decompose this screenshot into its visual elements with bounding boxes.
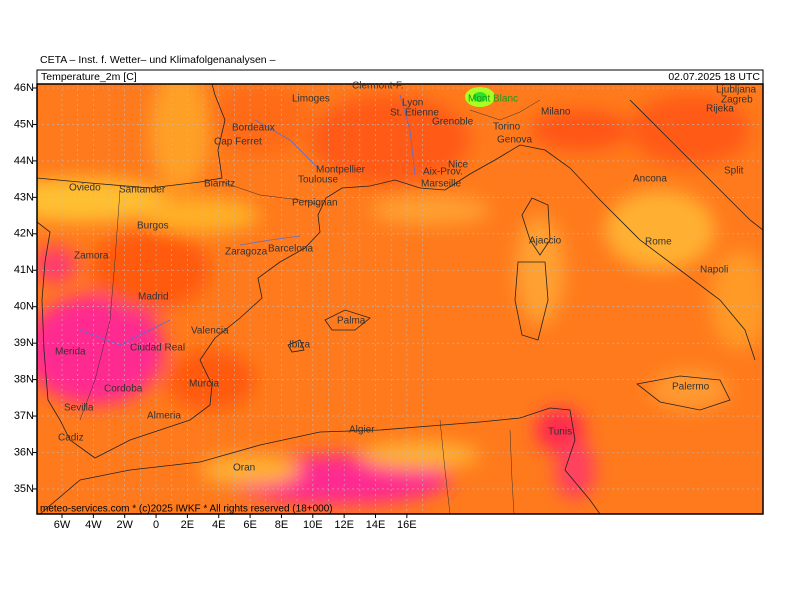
place-label: Milano xyxy=(541,107,571,118)
place-label: Ancona xyxy=(633,174,667,185)
longitude-label: 2E xyxy=(181,519,194,531)
longitude-label: 6W xyxy=(54,519,71,531)
longitude-label: 8E xyxy=(275,519,288,531)
place-label: Napoli xyxy=(700,265,728,276)
place-label: Murcia xyxy=(189,379,219,390)
place-label: Ibiza xyxy=(289,340,311,351)
place-label: Palma xyxy=(337,316,366,327)
place-label: Clermont-F. xyxy=(352,81,404,92)
latitude-label: 35N xyxy=(14,483,34,495)
place-label: Biarritz xyxy=(204,179,235,190)
place-label: Santander xyxy=(119,185,166,196)
latitude-label: 43N xyxy=(14,191,34,203)
latitude-label: 40N xyxy=(14,301,34,313)
place-label: St. Etienne xyxy=(390,108,439,119)
place-label: Rijeka xyxy=(706,104,734,115)
place-label: Zaragoza xyxy=(225,247,268,258)
place-label: Tunis xyxy=(548,427,572,438)
latitude-label: 39N xyxy=(14,337,34,349)
place-label: Grenoble xyxy=(432,117,474,128)
longitude-label: 14E xyxy=(366,519,386,531)
place-label: Limoges xyxy=(292,94,330,105)
place-label: Rome xyxy=(645,237,672,248)
place-label: Burgos xyxy=(137,221,169,232)
place-label: Montpellier xyxy=(316,165,366,176)
place-label: Nice xyxy=(448,160,468,171)
place-label: Palermo xyxy=(672,382,710,393)
place-label: Madrid xyxy=(138,292,169,303)
latitude-label: 46N xyxy=(14,82,34,94)
place-label: Zamora xyxy=(74,251,109,262)
longitude-label: 16E xyxy=(397,519,417,531)
place-label: Toulouse xyxy=(298,175,338,186)
place-label: Perpignan xyxy=(292,198,338,209)
cold-spot-core xyxy=(473,92,487,102)
place-label: Barcelona xyxy=(268,244,313,255)
copyright-footer: meteo-services.com * (c)2025 IWKF * All … xyxy=(40,504,333,515)
place-label: Cordoba xyxy=(104,384,143,395)
graticule xyxy=(37,84,763,514)
place-label: Oviedo xyxy=(69,183,101,194)
place-label: Bordeaux xyxy=(232,123,275,134)
map-area xyxy=(37,84,763,514)
place-label: Merida xyxy=(55,347,86,358)
place-label: Split xyxy=(724,166,744,177)
institute-header: CETA – Inst. f. Wetter– und Klimafolgena… xyxy=(40,54,276,66)
latitude-label: 45N xyxy=(14,118,34,130)
longitude-label: 2W xyxy=(116,519,133,531)
rivers xyxy=(79,94,416,346)
place-label: Oran xyxy=(233,463,255,474)
map-frame xyxy=(36,83,764,515)
place-label: Mont Blanc xyxy=(468,94,518,105)
latitude-label: 44N xyxy=(14,155,34,167)
place-label: Ajaccio xyxy=(529,236,562,247)
longitude-label: 12E xyxy=(334,519,354,531)
valid-time: 02.07.2025 18 UTC xyxy=(668,71,760,83)
place-label: Almeria xyxy=(147,411,181,422)
place-label: Sevilla xyxy=(64,403,94,414)
latitude-label: 37N xyxy=(14,410,34,422)
longitude-label: 4E xyxy=(212,519,225,531)
borders xyxy=(79,99,541,514)
coastlines xyxy=(37,84,763,514)
place-label: Ciudad Real xyxy=(130,343,185,354)
place-label: Genova xyxy=(497,135,532,146)
latitude-label: 41N xyxy=(14,264,34,276)
place-label: Ljubljana xyxy=(716,85,756,96)
place-label: Cadiz xyxy=(58,433,84,444)
place-label: Zagreb xyxy=(721,95,753,106)
place-label: Aix-Prov. xyxy=(423,167,463,178)
longitude-label: 0 xyxy=(153,519,159,531)
place-label: Marseille xyxy=(421,179,461,190)
place-label: Cap Ferret xyxy=(214,137,262,148)
place-label: Algier xyxy=(349,425,375,436)
latitude-label: 42N xyxy=(14,228,34,240)
place-label: Torino xyxy=(493,122,521,133)
longitude-label: 4W xyxy=(85,519,102,531)
latitude-label: 38N xyxy=(14,374,34,386)
latitude-label: 36N xyxy=(14,446,34,458)
place-label: Lyon xyxy=(402,98,423,109)
longitude-label: 6E xyxy=(243,519,256,531)
longitude-label: 10E xyxy=(303,519,323,531)
place-label: Valencia xyxy=(191,326,229,337)
map-title: Temperature_2m [C] xyxy=(41,71,137,83)
